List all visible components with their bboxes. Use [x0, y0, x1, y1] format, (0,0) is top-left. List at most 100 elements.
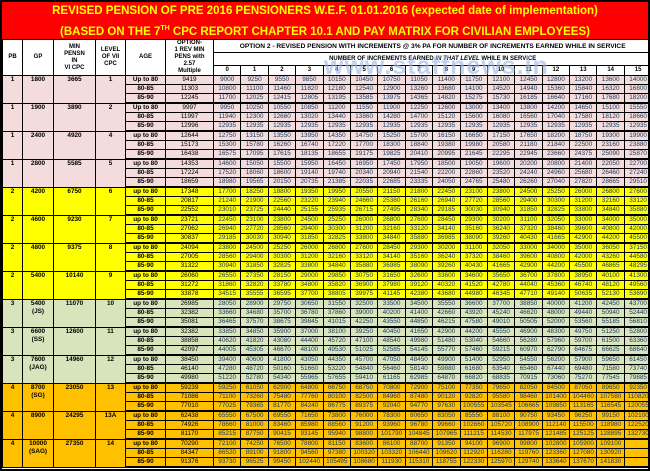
option2-value-cell: 18500	[432, 158, 461, 169]
pension-row: 1 1900 3890 2 Up to 80 9997 9950 10250 10550 1085…	[2, 102, 648, 132]
option2-value-cell: 17700	[349, 140, 379, 150]
option2-value-cell: 87750	[240, 429, 269, 440]
option2-value-cell: 18840	[404, 140, 434, 150]
option2-value-cell: 51660	[295, 364, 324, 374]
option2-value-cell: 12250	[404, 102, 434, 113]
pb-cell: 3	[2, 326, 23, 356]
pension-row: 80-85 11303 10800 11100 11460 11820 12180 12540…	[3, 84, 648, 94]
increment-col-header: 6	[377, 65, 406, 76]
option2-value-cell: 52585	[377, 345, 406, 356]
option2-value-cell: 91350	[432, 438, 461, 449]
option2-value-cell: 14100	[459, 84, 488, 94]
option2-value-cell: 85215	[212, 429, 242, 440]
option2-value-cell: 79365	[240, 401, 269, 412]
option2-value-cell: 62985	[404, 373, 434, 384]
gp-cell: 10000 (SAG)	[22, 438, 54, 468]
option2-value-cell: 96900	[486, 438, 516, 449]
option2-value-cell: 18135	[295, 149, 324, 160]
pension-row: 80-85 17224 17520 18060 18600 19140 19740 20340…	[3, 168, 648, 178]
option2-value-cell: 41800	[267, 354, 297, 365]
option2-value-cell: 113165	[569, 401, 598, 412]
option2-value-cell: 109850	[541, 401, 571, 412]
option2-value-cell: 37700	[295, 289, 324, 300]
option2-value-cell: 27240	[623, 168, 648, 178]
option2-value-cell: 39260	[486, 233, 516, 244]
option2-value-cell: 28450	[432, 214, 461, 225]
option2-value-cell: 30940	[267, 233, 297, 244]
option2-value-cell: 20995	[432, 149, 461, 160]
option2-value-cell: 70915	[514, 373, 543, 384]
option2-value-cell: 30300	[322, 224, 351, 234]
option2-value-cell: 88700	[404, 438, 434, 449]
option2-value-cell: 12935	[569, 121, 598, 132]
option1-cell: 24094	[165, 242, 214, 253]
option2-value-cell: 36240	[432, 252, 461, 262]
option2-value-cell: 18250	[240, 186, 269, 197]
option2-value-cell: 31200	[349, 224, 379, 234]
option2-value-cell: 32050	[541, 214, 571, 225]
pension-row: 3 7600 (JAG) 14960 12 up to 80 38450 39400 4060…	[2, 354, 648, 384]
option2-value-cell: 30750	[349, 270, 379, 281]
option2-value-cell: 25250	[322, 214, 351, 225]
pension-row: 2 4800 9375 8 up to 80 24094 23800 24500 25250 26…	[2, 242, 648, 272]
option2-value-cell: 97380	[322, 448, 351, 458]
option2-value-cell: 33120	[404, 224, 434, 234]
option2-value-cell: 39260	[432, 261, 461, 272]
option2-value-cell: 29400	[514, 196, 543, 206]
pb-cell: 1	[2, 102, 23, 132]
pension-row: 1 2400 4920 4 up to 80 12644 12750 13150 13550 13…	[2, 130, 648, 160]
increment-col-header: 9	[459, 65, 488, 76]
option2-value-cell: 55965	[295, 373, 324, 384]
option2-value-cell: 43050	[295, 354, 324, 365]
pension-row: 2 5400 10140 9 up to 80 26060 26550 27350 28150 2…	[2, 270, 648, 300]
option2-value-cell: 44040	[514, 280, 543, 290]
option2-value-cell: 35160	[404, 252, 434, 262]
option2-value-cell: 13150	[240, 130, 269, 141]
title-line-2: (BASED ON THE 7TH CPC REPORT CHAPTER 10.…	[60, 25, 590, 38]
option2-value-cell: 72900	[404, 382, 434, 393]
option2-value-cell: 47100	[349, 336, 379, 346]
option2-value-cell: 21645	[459, 149, 488, 160]
level-cell: 9	[95, 270, 126, 300]
option2-value-cell: 26000	[295, 242, 324, 253]
pension-row: 85-90 22552 23010 23725 24440 25155 25935 26715…	[3, 205, 648, 216]
option2-value-cell: 34000	[541, 242, 571, 253]
option2-value-cell: 36985	[432, 233, 461, 244]
option2-value-cell: 12750	[212, 130, 242, 141]
option2-value-cell: 71580	[596, 364, 625, 374]
option2-value-cell: 40430	[514, 233, 543, 244]
option2-value-cell: 33780	[267, 280, 297, 290]
option2-value-cell: 15730	[486, 93, 516, 104]
option2-value-cell: 63360	[623, 336, 648, 346]
option2-value-cell: 23800	[212, 242, 242, 253]
option2-value-cell: 10150	[322, 75, 351, 85]
option2-value-cell: 62790	[541, 345, 571, 356]
option2-value-cell: 29185	[212, 233, 242, 244]
option2-value-cell: 62900	[267, 382, 297, 393]
gp-cell: 8700 (SG)	[22, 382, 54, 412]
option2-value-cell: 32160	[322, 252, 351, 262]
option2-value-cell: 64675	[569, 345, 598, 356]
pb-cell: 2	[2, 186, 23, 216]
age-cell: 80-85	[125, 420, 166, 430]
pb-cell: 4	[2, 382, 23, 412]
option2-value-cell: 52440	[623, 308, 648, 318]
option2-value-cell: 48300	[541, 326, 571, 337]
option2-value-cell: 35700	[267, 308, 297, 318]
option2-value-cell: 108900	[514, 420, 543, 430]
option2-value-cell: 24500	[514, 186, 543, 197]
option2-value-cell: 15950	[295, 158, 324, 169]
option2-value-cell: 14700	[404, 112, 434, 122]
option2-value-cell: 106440	[404, 448, 434, 458]
option2-value-cell: 17650	[514, 130, 543, 141]
option1-cell: 42097	[165, 345, 214, 356]
option2-value-cell: 41145	[377, 289, 406, 300]
option2-value-cell: 17450	[377, 158, 406, 169]
option2-value-cell: 35555	[240, 289, 269, 300]
option2-value-cell: 81000	[240, 420, 269, 430]
option2-value-cell: 39400	[212, 354, 242, 365]
option2-value-cell: 31850	[295, 233, 324, 244]
option2-value-cell: 23725	[240, 205, 269, 216]
option2-value-cell: 80650	[404, 410, 434, 421]
option2-value-cell: 15100	[596, 102, 625, 113]
